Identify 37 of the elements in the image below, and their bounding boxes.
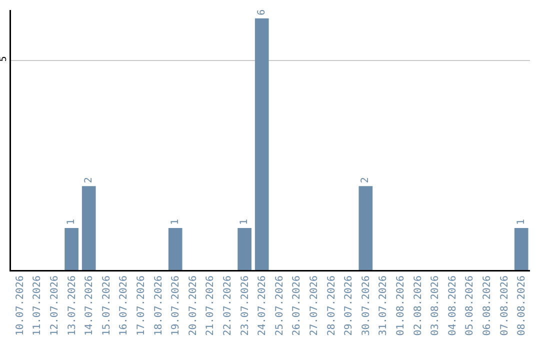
x-tick-label: 10.07.2026	[14, 276, 26, 336]
x-tick-label: 22.07.2026	[222, 276, 234, 336]
x-tick-label: 29.07.2026	[344, 276, 355, 336]
data-label: 2	[83, 177, 94, 184]
x-tick-label: 23.07.2026	[240, 276, 251, 336]
x-tick-label: 13.07.2026	[66, 276, 78, 336]
x-tick-label: 17.07.2026	[136, 276, 147, 336]
x-tick-label: 25.07.2026	[274, 276, 286, 336]
x-tick-label: 20.07.2026	[188, 276, 199, 336]
x-tick-label: 28.07.2026	[326, 276, 338, 336]
data-label: 1	[516, 219, 527, 226]
data-label: 1	[239, 219, 250, 226]
x-tick-label: 15.07.2026	[101, 276, 112, 336]
x-tick-label: 04.08.2026	[447, 276, 458, 336]
x-tick-label: 31.07.2026	[378, 276, 390, 336]
x-tick-label: 03.08.2026	[430, 276, 442, 336]
x-tick-label: 26.07.2026	[292, 276, 303, 336]
x-tick-label: 24.07.2026	[257, 276, 268, 336]
x-tick-label: 05.08.2026	[464, 276, 476, 336]
x-tick-label: 11.07.2026	[32, 276, 44, 336]
x-tick-label: 14.07.2026	[84, 276, 96, 336]
x-tick-label: 07.08.2026	[499, 276, 510, 336]
x-tick-label: 02.08.2026	[412, 276, 424, 336]
data-label: 6	[256, 9, 268, 16]
x-tick-label: 19.07.2026	[170, 276, 182, 336]
x-tick-label: 21.07.2026	[205, 276, 216, 336]
x-tick-label: 06.08.2026	[482, 276, 493, 336]
x-tick-label: 27.07.2026	[309, 276, 320, 336]
x-tick-label: 08.08.2026	[516, 276, 528, 336]
x-tick-label: 16.07.2026	[118, 276, 130, 336]
data-label: 1	[170, 219, 181, 226]
x-tick-label: 18.07.2026	[153, 276, 164, 336]
x-tick-label: 01.08.2026	[396, 276, 406, 336]
data-label: 2	[360, 177, 372, 184]
data-label: 1	[66, 219, 78, 226]
x-tick-label: 30.07.2026	[360, 276, 372, 336]
x-tick-label: 12.07.2026	[50, 276, 60, 336]
